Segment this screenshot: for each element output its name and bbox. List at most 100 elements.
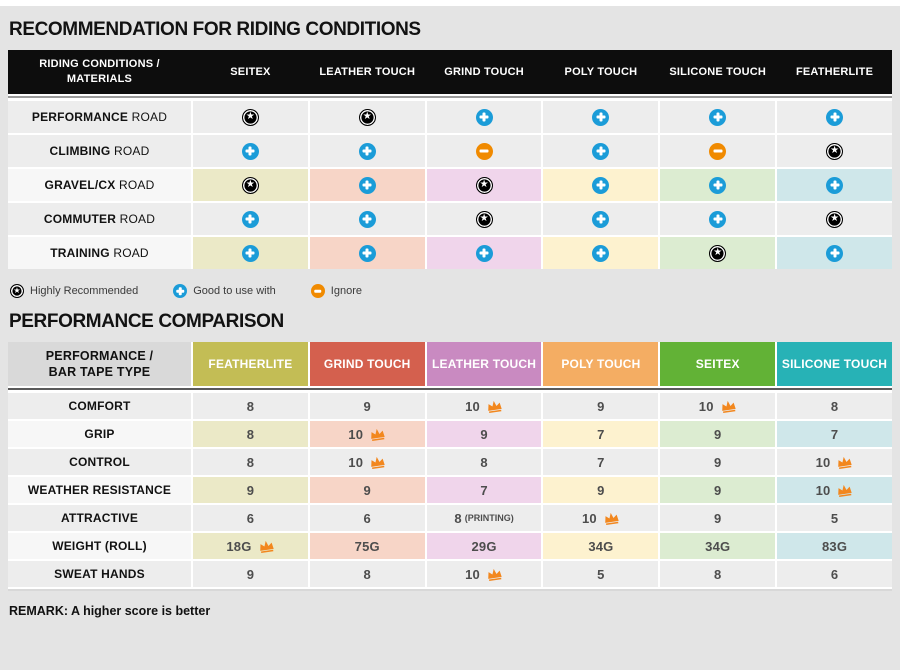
table1-cell [426, 135, 542, 167]
table1-column-header: SILICONE TOUCH [660, 50, 776, 94]
table2-header-row: PERFORMANCE / BAR TAPE TYPE FEATHERLITE GR… [8, 342, 892, 386]
table2-row-label: ATTRACTIVE [8, 505, 191, 531]
table1-column-header: GRIND TOUCH [426, 50, 542, 94]
table2-cell: 29G [426, 533, 542, 559]
cell-value: 8 [363, 566, 371, 582]
cell-value: 8 [454, 510, 462, 526]
star-icon [358, 108, 376, 126]
table2-cell: 9 [660, 421, 776, 447]
table1-cell [543, 135, 659, 167]
table2-cell: 8 (PRINTING) [426, 505, 542, 531]
table1-cell [660, 237, 776, 269]
table2-column-header: SEITEX [660, 342, 776, 386]
table2-cell: 34G [543, 533, 659, 559]
table2-cell: 10 [426, 393, 542, 419]
table2-cell: 7 [543, 449, 659, 475]
plus-icon [358, 142, 376, 160]
table2-cell: 8 [193, 421, 308, 447]
table1-column-header: LEATHER TOUCH [309, 50, 425, 94]
table2-cell: 10 [309, 449, 425, 475]
table1-row: GRAVEL/CX ROAD [8, 169, 892, 201]
table1-cell [309, 237, 425, 269]
cell-value: 34G [588, 538, 614, 554]
table2-cell: 8 [193, 449, 308, 475]
cell-value: 9 [714, 454, 722, 470]
table2-cell: 6 [777, 561, 892, 587]
table2-cell: 8 [309, 561, 425, 587]
plus-icon [241, 142, 259, 160]
plus-icon [709, 176, 727, 194]
plus-icon [826, 108, 844, 126]
cell-value: 18G [226, 538, 252, 554]
table2-cell: 7 [777, 421, 892, 447]
table1-cell [426, 169, 542, 201]
plus-icon [826, 244, 844, 262]
star-icon [709, 244, 727, 262]
cell-value: 9 [246, 482, 255, 498]
crown-icon [836, 454, 855, 469]
table2-row-label: SWEAT HANDS [8, 561, 191, 587]
cell-value: 10 [815, 482, 831, 498]
cell-value: 10 [581, 510, 597, 526]
table2-row-label: WEIGHT (ROLL) [8, 533, 191, 559]
cell-value: 9 [714, 510, 722, 526]
table2-row-label: COMFORT [8, 393, 191, 419]
table2-row: ATTRACTIVE 6 6 8 (PRINTING) 10 9 5 [8, 505, 892, 531]
table2-header-separator [8, 388, 892, 390]
table1-row-label: COMMUTER ROAD [8, 203, 191, 235]
plus-icon [241, 244, 259, 262]
cell-value: 5 [830, 510, 839, 526]
crown-icon [485, 566, 504, 581]
plus-icon [592, 210, 610, 228]
plus-icon [709, 210, 727, 228]
plus-icon [358, 176, 376, 194]
table2-row-label: GRIP [8, 421, 191, 447]
table1-column-header: SEITEX [193, 50, 308, 94]
cell-value: 83G [821, 538, 848, 554]
legend: Highly Recommended Good to use with Igno… [10, 284, 900, 298]
plus-icon [592, 176, 610, 194]
cell-value: 9 [246, 566, 255, 582]
cell-value: 9 [363, 398, 371, 414]
row-label-text: GRAVEL/CX ROAD [44, 178, 155, 192]
plus-icon [173, 284, 188, 298]
table2-cell: 9 [426, 421, 542, 447]
table1-cell [660, 135, 776, 167]
table2-cell: 6 [309, 505, 425, 531]
crown-icon [368, 454, 387, 469]
table1-cell [777, 203, 892, 235]
table2-column-header: POLY TOUCH [543, 342, 659, 386]
table2-cell: 9 [309, 477, 425, 503]
cell-value: 10 [348, 454, 364, 470]
table2-cell: 18G [193, 533, 308, 559]
plus-icon [709, 108, 727, 126]
table2-column-header: SILICONE TOUCH [777, 342, 892, 386]
table2-cell: 8 [660, 561, 776, 587]
table1-cell [309, 203, 425, 235]
table2-cell: 10 [426, 561, 542, 587]
legend-item-good-to-use: Good to use with [173, 284, 276, 298]
cell-value: 7 [597, 426, 605, 442]
table1-cell [426, 237, 542, 269]
legend-label: Good to use with [193, 285, 276, 297]
table2-row: CONTROL 8 10 8 7 9 10 [8, 449, 892, 475]
table2-cell: 10 [777, 449, 892, 475]
table2-cell: 5 [543, 561, 659, 587]
cell-value: 10 [348, 426, 364, 442]
cell-value: 5 [597, 566, 605, 582]
table1-cell [777, 101, 892, 133]
cell-value: 7 [830, 426, 839, 442]
table2-cell: 9 [309, 393, 425, 419]
cell-value: 9 [480, 426, 488, 442]
table2-cell: 9 [660, 505, 776, 531]
legend-item-ignore: Ignore [310, 284, 362, 298]
table2-row: COMFORT 8 9 10 9 10 8 [8, 393, 892, 419]
plus-icon [592, 244, 610, 262]
legend-label: Ignore [330, 285, 362, 297]
remark-text: REMARK: A higher score is better [9, 604, 211, 618]
row-label-text: TRAINING ROAD [50, 246, 149, 260]
table1-row-label: PERFORMANCE ROAD [8, 101, 191, 133]
cell-value: 9 [714, 482, 722, 498]
star-icon [826, 210, 844, 228]
table2-header-label: PERFORMANCE / BAR TAPE TYPE [8, 342, 191, 386]
